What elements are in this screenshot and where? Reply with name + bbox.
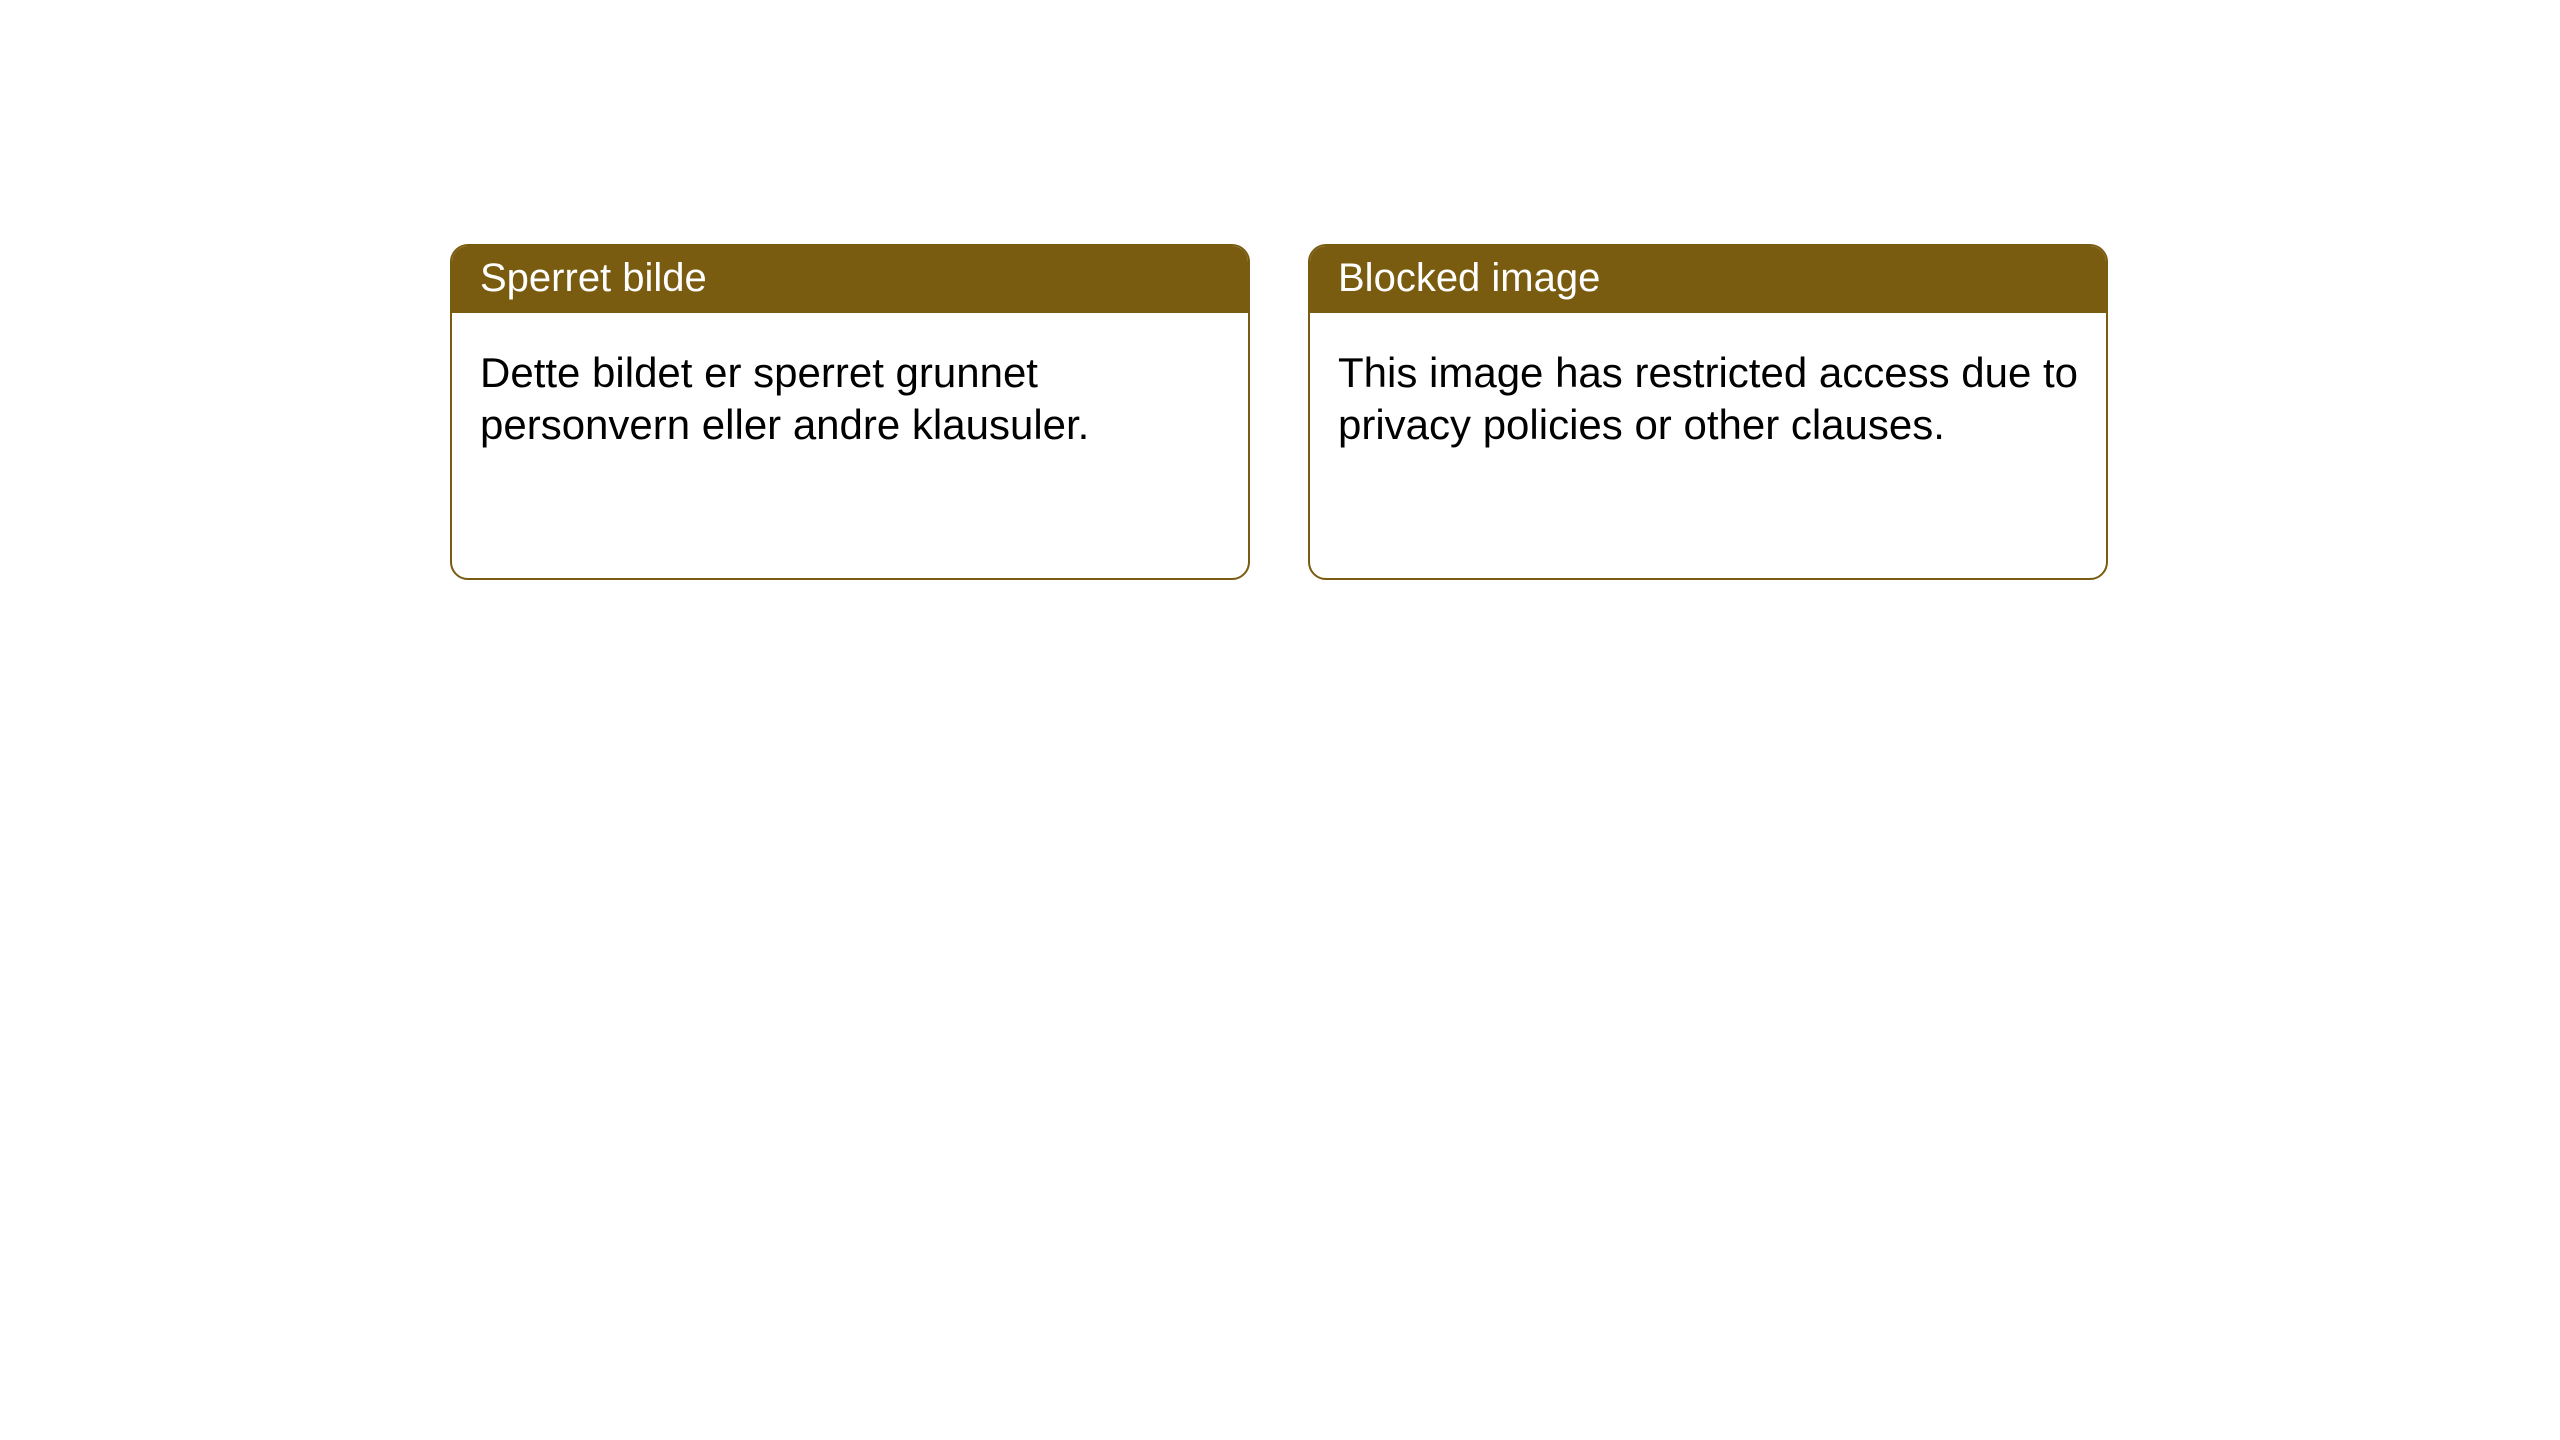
blocked-image-card-no: Sperret bilde Dette bildet er sperret gr… — [450, 244, 1250, 580]
card-text-no: Dette bildet er sperret grunnet personve… — [480, 349, 1089, 448]
card-title-en: Blocked image — [1338, 256, 1600, 300]
card-title-no: Sperret bilde — [480, 256, 707, 300]
card-text-en: This image has restricted access due to … — [1338, 349, 2078, 448]
card-header-no: Sperret bilde — [452, 246, 1248, 313]
blocked-image-card-en: Blocked image This image has restricted … — [1308, 244, 2108, 580]
card-body-en: This image has restricted access due to … — [1310, 313, 2106, 478]
card-body-no: Dette bildet er sperret grunnet personve… — [452, 313, 1248, 478]
notice-container: Sperret bilde Dette bildet er sperret gr… — [0, 0, 2560, 580]
card-header-en: Blocked image — [1310, 246, 2106, 313]
